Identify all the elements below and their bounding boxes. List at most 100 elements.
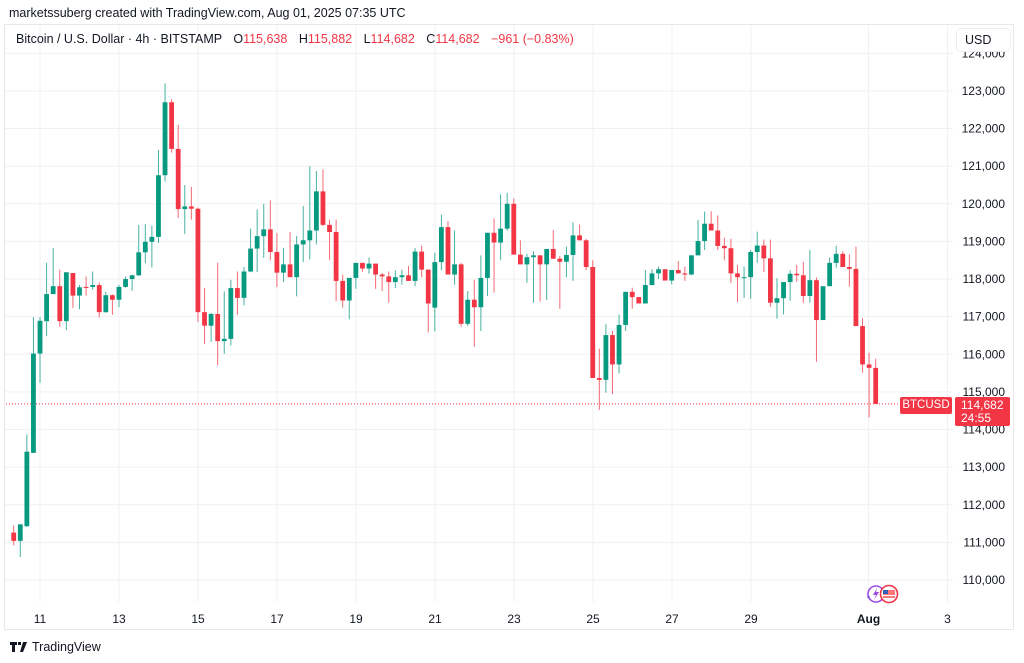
time-tick-label: 3 <box>944 612 951 626</box>
candle-body <box>37 320 43 354</box>
time-tick-label: 15 <box>191 612 205 626</box>
candle-body <box>182 206 188 210</box>
candle <box>649 269 655 286</box>
time-tick-label: 19 <box>349 612 363 626</box>
candle <box>439 214 444 271</box>
candle <box>208 312 214 342</box>
candle-body <box>116 286 122 300</box>
candle <box>320 169 326 226</box>
candle <box>781 282 786 315</box>
price-tick-label: 112,000 <box>963 498 1006 512</box>
candle <box>11 525 17 546</box>
candle <box>392 270 398 289</box>
candle-body <box>768 258 773 303</box>
candle <box>17 524 23 558</box>
tradingview-logo-icon <box>10 642 27 652</box>
candle <box>188 186 194 220</box>
candle <box>491 218 497 293</box>
candle <box>57 269 63 327</box>
candle-body <box>313 191 319 231</box>
candle <box>754 231 760 263</box>
candle-body <box>267 229 273 252</box>
candle <box>235 271 240 315</box>
candle-body <box>235 288 240 298</box>
candle-body <box>221 338 227 342</box>
candle <box>136 224 142 277</box>
candle-body <box>346 277 352 301</box>
candle <box>846 254 852 287</box>
candle-body <box>445 227 451 275</box>
candle-body <box>195 208 201 313</box>
low-label: L <box>363 32 371 46</box>
candle <box>63 272 69 331</box>
high-value: 115,882 <box>307 32 353 46</box>
candle-body <box>103 295 109 313</box>
candle-body <box>787 273 793 283</box>
candle <box>142 224 148 264</box>
candle <box>827 257 833 287</box>
price-tick-label: 114,000 <box>963 423 1006 437</box>
candle-body <box>136 252 142 276</box>
candle-body <box>96 285 102 313</box>
candle-body <box>24 451 30 527</box>
currency-button[interactable]: USD <box>956 28 1011 52</box>
candle-body <box>175 148 181 210</box>
candle <box>498 194 504 261</box>
tradingview-logo[interactable]: TradingView <box>10 640 101 654</box>
price-tick-label: 116,000 <box>963 347 1006 361</box>
price-tick-label: 123,000 <box>962 84 1006 98</box>
candle-body <box>807 280 813 296</box>
candle-body <box>669 270 675 281</box>
us-flag-icon[interactable] <box>879 584 899 604</box>
close-value: 114,682 <box>435 32 480 46</box>
time-tick-label: 17 <box>270 612 284 626</box>
candle <box>669 270 675 285</box>
candle <box>840 251 846 268</box>
candle <box>557 256 563 309</box>
candle <box>616 314 622 374</box>
candle <box>406 265 411 281</box>
candle <box>662 269 668 281</box>
candle-body <box>610 335 615 365</box>
candle <box>24 434 30 527</box>
candle <box>603 324 609 393</box>
price-tick-label: 110,000 <box>963 573 1006 587</box>
price-tick-label: 118,000 <box>963 272 1006 286</box>
candle <box>517 240 523 265</box>
candle <box>504 192 510 231</box>
candle <box>853 246 859 327</box>
candle-body <box>50 286 56 295</box>
candle <box>412 248 418 287</box>
candle <box>346 277 352 320</box>
tradingview-brand: TradingView <box>32 640 101 654</box>
time-tick-label: 25 <box>586 612 600 626</box>
candle-body <box>623 291 629 325</box>
candle-body <box>360 262 365 269</box>
candle <box>313 171 319 245</box>
candle <box>360 262 365 272</box>
candle-body <box>695 241 701 256</box>
candle <box>445 221 451 275</box>
candle-body <box>432 262 438 308</box>
candle <box>44 262 49 337</box>
candle-body <box>31 353 36 453</box>
chart-credit: marketssuberg created with TradingView.c… <box>9 6 406 20</box>
candle-body <box>57 286 63 322</box>
candle <box>721 237 727 261</box>
lightning-icon[interactable] <box>867 585 885 603</box>
candle-body <box>471 299 477 308</box>
candle <box>715 215 721 251</box>
candle-body <box>70 273 76 296</box>
event-icons[interactable] <box>864 584 904 609</box>
candle-body <box>728 248 734 274</box>
candle-body <box>833 253 839 263</box>
candle <box>340 274 346 308</box>
candle-body <box>63 272 69 322</box>
candle-body <box>570 235 576 255</box>
candle <box>90 271 96 290</box>
candle <box>577 224 582 241</box>
candle-body <box>741 277 747 279</box>
candle <box>564 246 569 278</box>
candle-body <box>412 251 418 281</box>
